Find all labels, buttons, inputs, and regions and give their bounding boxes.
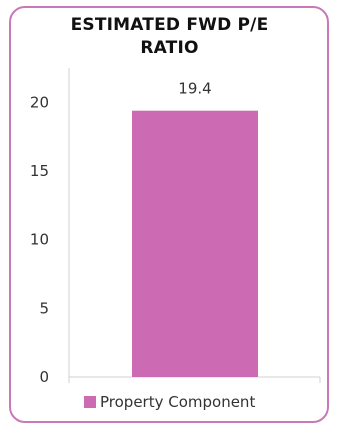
chart-title: ESTIMATED FWD P/E RATIO — [0, 14, 339, 60]
legend-label: Property Component — [100, 393, 256, 411]
y-tick-label: 5 — [39, 299, 49, 317]
bar-series — [132, 110, 258, 377]
chart-title-line-1: ESTIMATED FWD P/E — [70, 15, 269, 35]
bar-value-label: 19.4 — [178, 80, 211, 98]
legend-swatch — [84, 396, 96, 408]
y-tick-label: 15 — [30, 162, 49, 180]
chart-title-line-2: RATIO — [140, 38, 199, 58]
legend: Property Component — [84, 393, 255, 411]
bar — [132, 110, 258, 377]
y-tick-label: 0 — [39, 368, 49, 386]
y-tick-label: 10 — [30, 231, 49, 249]
y-tick-labels: 0 5 10 15 20 — [30, 93, 49, 386]
y-tick-label: 20 — [30, 93, 49, 111]
data-labels: 19.4 — [178, 80, 211, 98]
